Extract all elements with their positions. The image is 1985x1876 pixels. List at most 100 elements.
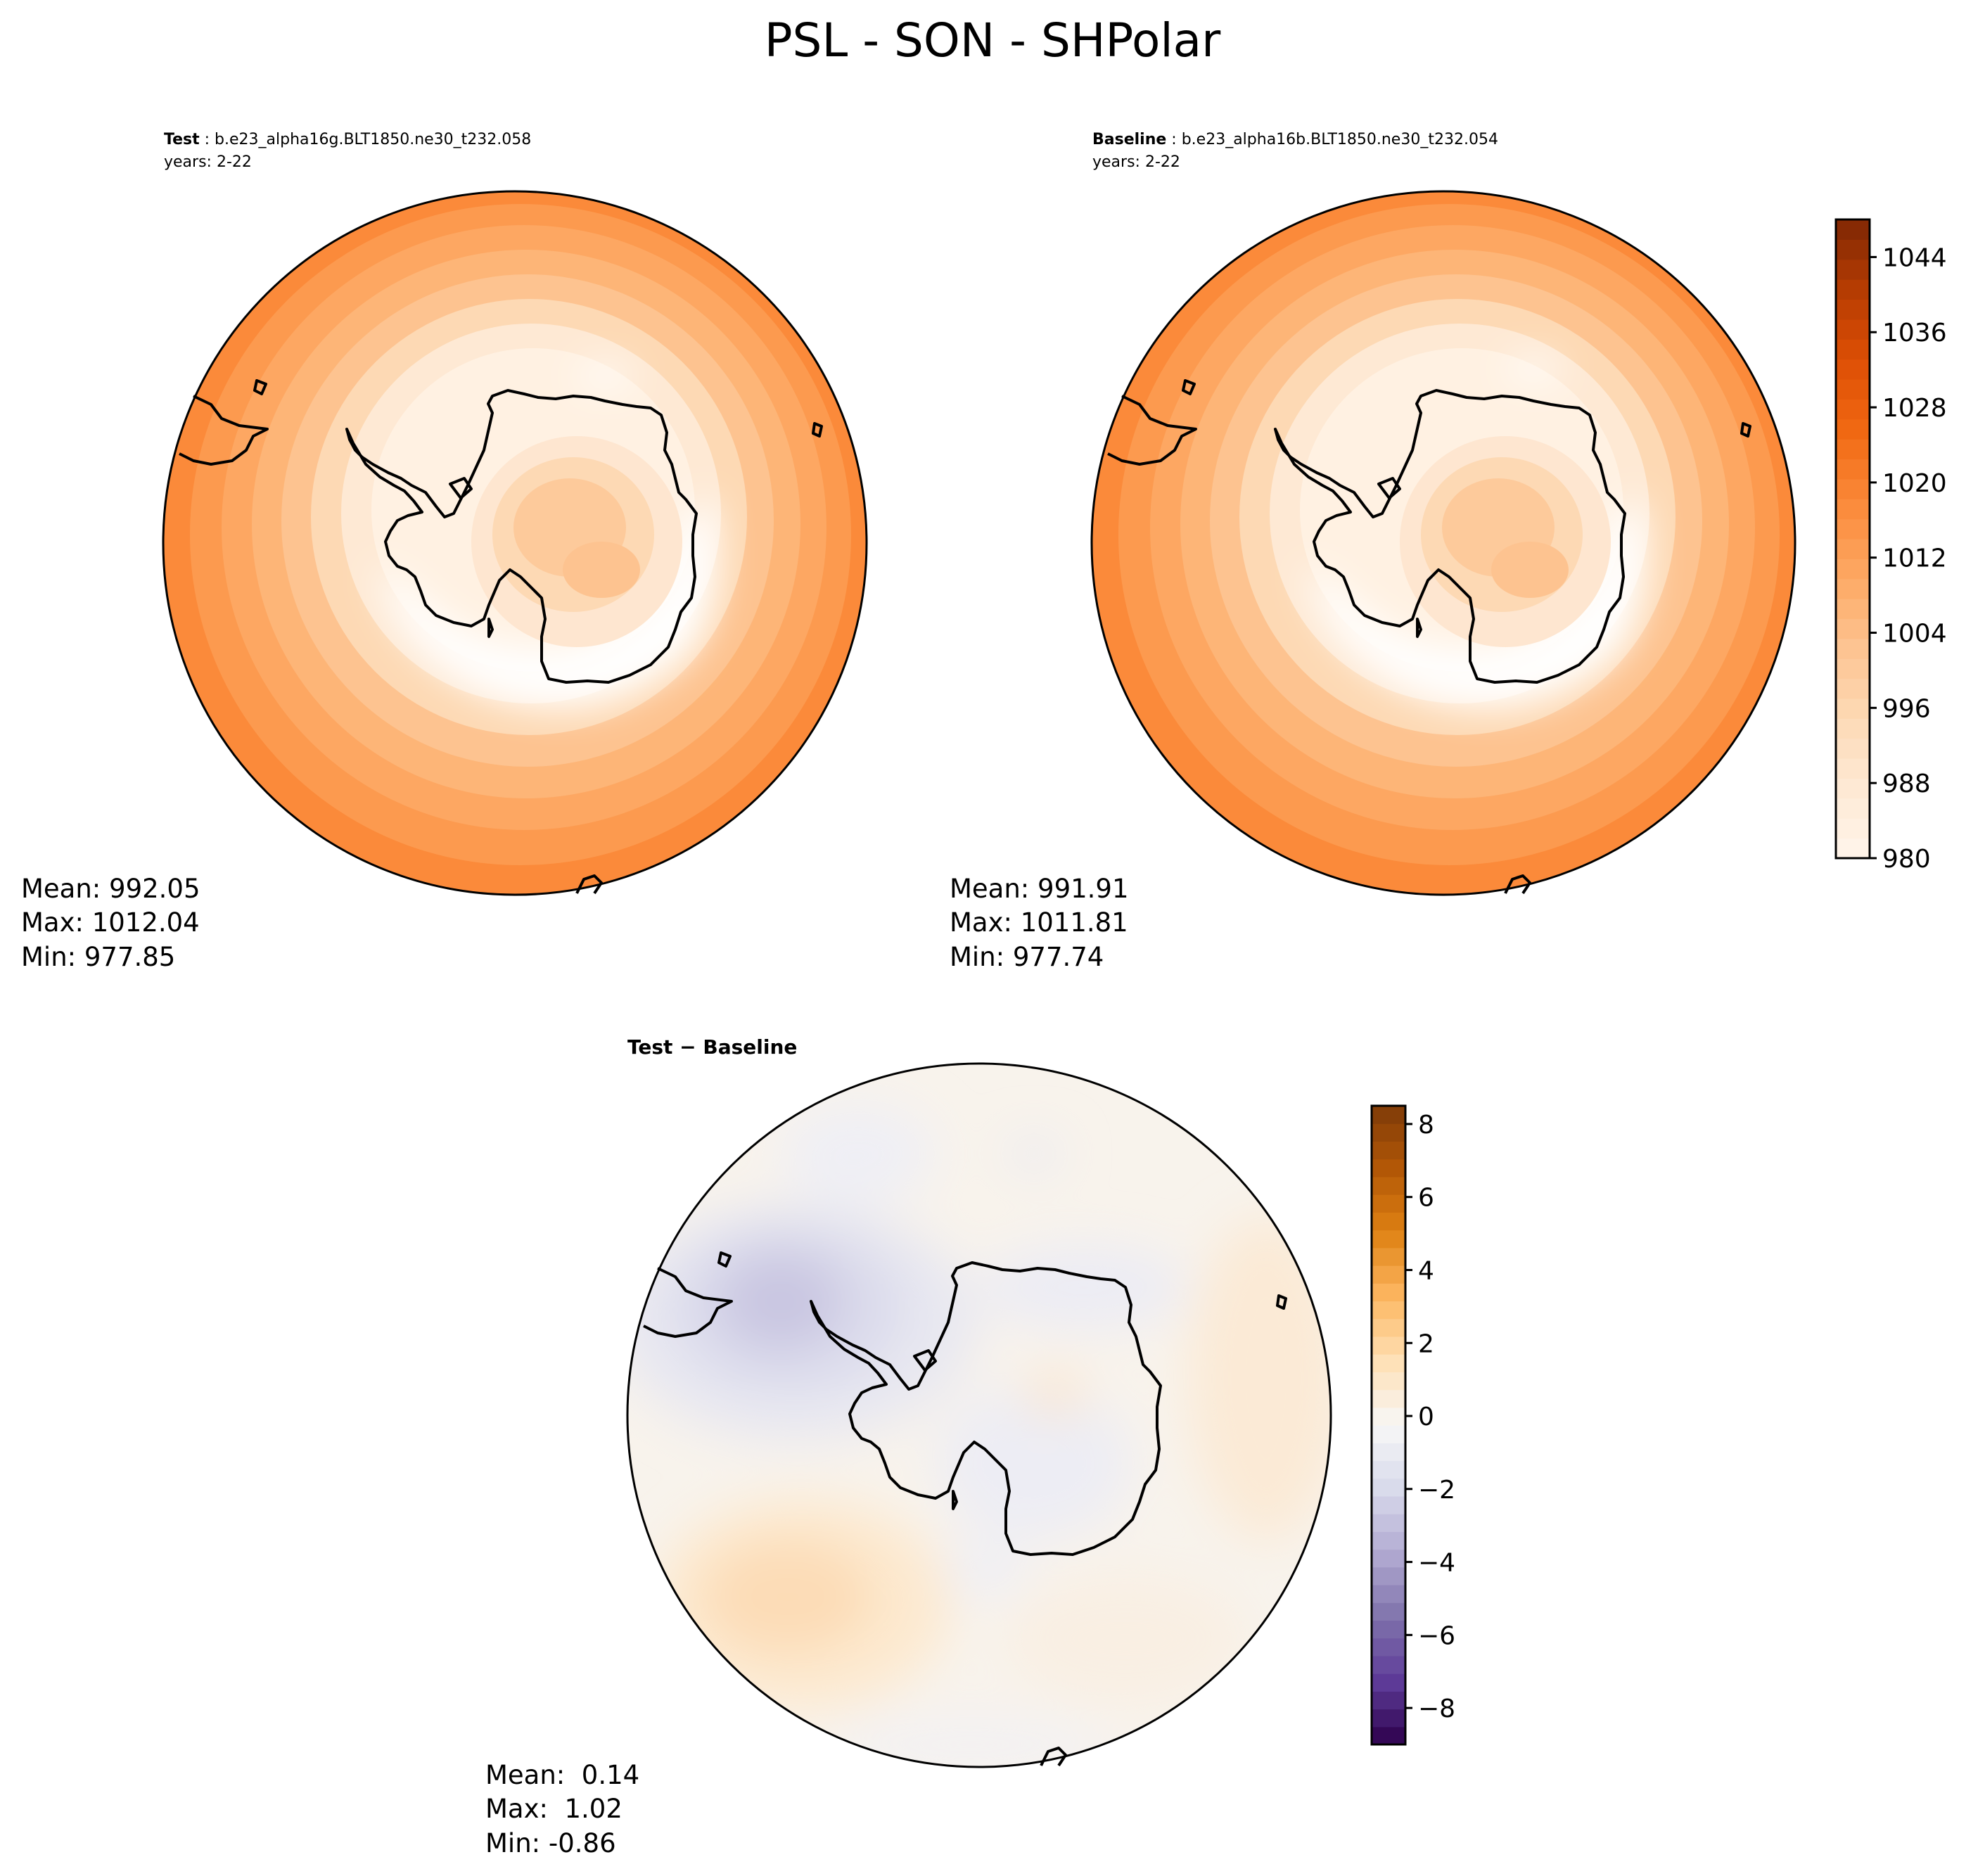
difference-colorbar-level — [1372, 1531, 1405, 1550]
difference-colorbar-tick-label: 4 — [1418, 1256, 1434, 1285]
difference-colorbar-level — [1372, 1602, 1405, 1621]
difference-colorbar-level — [1372, 1549, 1405, 1568]
difference-colorbar-level — [1372, 1726, 1405, 1745]
difference-colorbar-level — [1372, 1514, 1405, 1532]
difference-colorbar-level — [1372, 1318, 1405, 1337]
difference-colorbar-tick-label: 2 — [1418, 1329, 1434, 1358]
psl-colorbar-level — [1836, 259, 1870, 280]
difference-map-boundary — [626, 1062, 1332, 1768]
panel-difference: Test − Baseline — [485, 1035, 1455, 1858]
baseline-title: Baseline : b.e23_alpha16b.BLT1850.ne30_t… — [1092, 131, 1498, 148]
difference-colorbar-tick-label: 6 — [1418, 1184, 1434, 1213]
psl-colorbar-tick-label: 1020 — [1882, 469, 1947, 498]
psl-colorbar-tick-label: 1036 — [1882, 319, 1947, 347]
psl-colorbar-level — [1836, 559, 1870, 580]
test-title: Test : b.e23_alpha16g.BLT1850.ne30_t232.… — [164, 131, 531, 148]
difference-colorbar-level — [1372, 1655, 1405, 1674]
psl-colorbar-tick-label: 980 — [1882, 845, 1931, 874]
baseline-map-boundary — [1090, 190, 1796, 896]
psl-colorbar-level — [1836, 299, 1870, 320]
difference-colorbar-level — [1372, 1212, 1405, 1231]
psl-colorbar-level — [1836, 439, 1870, 460]
psl-colorbar-level — [1836, 618, 1870, 639]
difference-colorbar-level — [1372, 1691, 1405, 1710]
difference-colorbar-level — [1372, 1460, 1405, 1479]
psl-colorbar-level — [1836, 239, 1870, 260]
difference-colorbar-level — [1372, 1673, 1405, 1692]
psl-colorbar-level — [1836, 718, 1870, 739]
psl-colorbar-level — [1836, 798, 1870, 819]
difference-colorbar-frame — [1370, 1104, 1407, 1746]
difference-map-field — [627, 1064, 1331, 1767]
psl-colorbar-level — [1836, 638, 1870, 659]
difference-colorbar-level — [1372, 1247, 1405, 1266]
baseline-antarctic-high — [1400, 436, 1611, 647]
psl-colorbar-level — [1836, 758, 1870, 779]
difference-colorbar-level — [1372, 1372, 1405, 1391]
psl-colorbar-level — [1836, 738, 1870, 759]
psl-colorbar-level — [1836, 339, 1870, 360]
psl-colorbar-level — [1836, 578, 1870, 599]
difference-colorbar-level — [1372, 1566, 1405, 1585]
test-mean: Mean: 992.05 — [21, 874, 200, 904]
test-antarctic-high — [471, 436, 682, 647]
psl-colorbar-level — [1836, 399, 1870, 420]
psl-colorbar-level — [1836, 319, 1870, 340]
psl-colorbar-level — [1836, 379, 1870, 400]
baseline-map-field — [1092, 191, 1795, 895]
psl-colorbar-level — [1836, 478, 1870, 499]
psl-colorbar-level — [1836, 499, 1870, 520]
difference-colorbar-tick-label: 8 — [1418, 1111, 1434, 1140]
difference-colorbar-tick-label: −4 — [1418, 1549, 1455, 1578]
difference-colorbar-level — [1372, 1265, 1405, 1284]
psl-colorbar-level — [1836, 658, 1870, 679]
psl-colorbar-tick-label: 988 — [1882, 770, 1931, 798]
psl-colorbar-tick-label: 1028 — [1882, 394, 1947, 423]
psl-colorbar-level — [1836, 539, 1870, 559]
difference-colorbar-level — [1372, 1159, 1405, 1178]
baseline-min: Min: 977.74 — [950, 942, 1104, 972]
test-map-boundary — [162, 190, 868, 896]
test-coastlines — [179, 379, 823, 895]
psl-colorbar-tick-label: 1004 — [1882, 620, 1947, 649]
test-map-field — [163, 191, 867, 895]
panel-test: Test : b.e23_alpha16g.BLT1850.ne30_t232.… — [21, 131, 868, 972]
test-min: Min: 977.85 — [21, 942, 175, 972]
baseline-coastlines — [1107, 379, 1751, 895]
figure-title: PSL - SON - SHPolar — [765, 13, 1221, 68]
difference-colorbar-level — [1372, 1301, 1405, 1320]
difference-colorbar-level — [1372, 1141, 1405, 1160]
difference-colorbar-level — [1372, 1709, 1405, 1728]
difference-coastlines — [643, 1251, 1287, 1767]
difference-colorbar-level — [1372, 1176, 1405, 1195]
psl-colorbar-level — [1836, 518, 1870, 540]
difference-colorbar-level — [1372, 1123, 1405, 1142]
psl-colorbar-level — [1836, 818, 1870, 839]
psl-colorbar-level — [1836, 359, 1870, 380]
psl-colorbar-tick-label: 1044 — [1882, 243, 1947, 272]
difference-colorbar-level — [1372, 1389, 1405, 1408]
difference-min: Min: -0.86 — [485, 1828, 616, 1858]
difference-colorbar-level — [1372, 1354, 1405, 1372]
difference-colorbar-level — [1372, 1443, 1405, 1462]
difference-colorbar-level — [1372, 1585, 1405, 1603]
psl-colorbar-level — [1836, 599, 1870, 620]
baseline-years: years: 2-22 — [1092, 153, 1180, 171]
difference-colorbar-level — [1372, 1620, 1405, 1639]
difference-colorbar-level — [1372, 1495, 1405, 1514]
difference-colorbar-level — [1372, 1283, 1405, 1302]
psl-colorbar-level — [1836, 678, 1870, 699]
psl-colorbar-level — [1836, 838, 1870, 859]
baseline-max: Max: 1011.81 — [950, 907, 1128, 938]
difference-colorbar-tick-label: −6 — [1418, 1621, 1455, 1650]
difference-colorbar-level — [1372, 1194, 1405, 1213]
psl-colorbar-level — [1836, 698, 1870, 719]
psl-colorbar-level — [1836, 279, 1870, 300]
difference-colorbar-tick-label: −8 — [1418, 1695, 1455, 1723]
difference-colorbar-level — [1372, 1230, 1405, 1249]
test-years: years: 2-22 — [164, 153, 252, 171]
difference-colorbar-level — [1372, 1425, 1405, 1443]
psl-colorbar-tick-label: 1012 — [1882, 544, 1947, 573]
baseline-mean: Mean: 991.91 — [950, 874, 1129, 904]
